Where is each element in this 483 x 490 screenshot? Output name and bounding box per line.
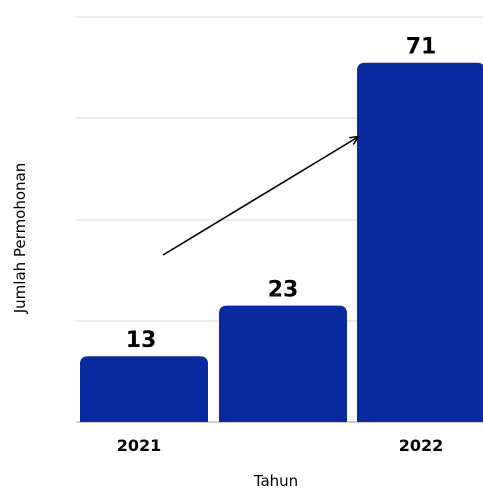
x-axis-title: Tahun	[253, 472, 298, 490]
value-label-2: 71	[406, 35, 437, 60]
bar-2	[357, 62, 483, 422]
x-tick-label-2: 2022	[399, 436, 444, 455]
y-axis-title: Jumlah Permohonan	[11, 163, 29, 315]
value-label-1: 23	[268, 278, 299, 303]
value-labels: 13 23 71	[126, 35, 437, 353]
value-label-0: 13	[126, 328, 157, 353]
trend-arrow	[162, 137, 358, 256]
bars	[80, 62, 483, 422]
x-tick-labels: 2021 2022	[117, 436, 444, 455]
bar-0	[80, 356, 208, 422]
bar-1	[219, 305, 347, 422]
x-tick-label-0: 2021	[117, 436, 162, 455]
